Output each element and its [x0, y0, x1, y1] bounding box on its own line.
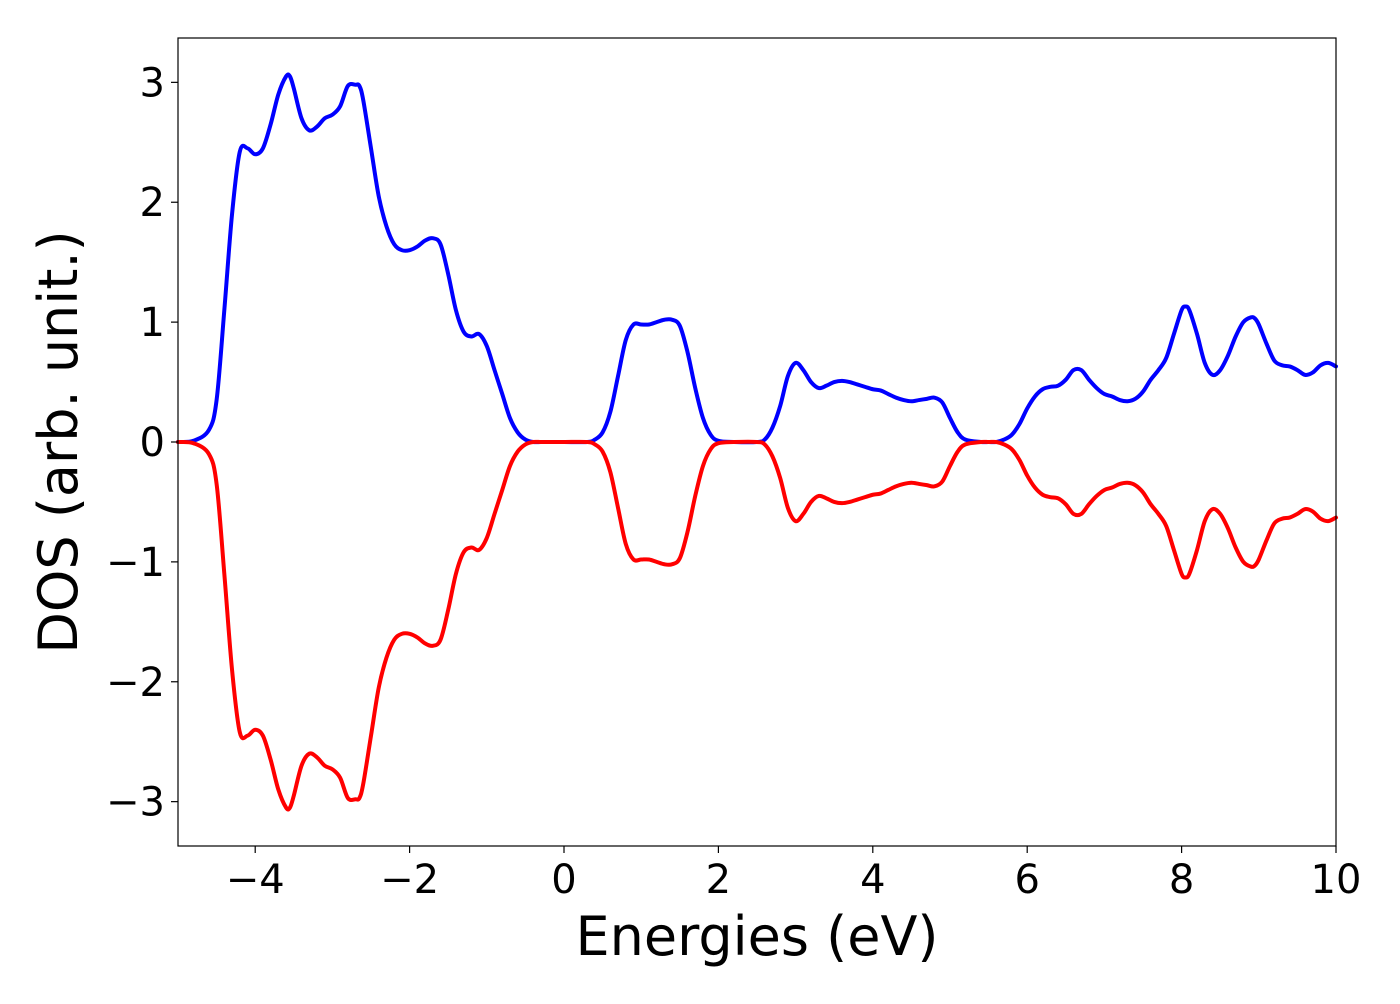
x-tick-label: 8 [1169, 857, 1194, 903]
y-tick-label: 0 [140, 420, 165, 466]
x-tick-label: 4 [860, 857, 885, 903]
y-tick-label: −3 [106, 780, 165, 826]
series-line-0 [176, 72, 1338, 445]
x-axis-title: Energies (eV) [576, 905, 939, 968]
series-line-1 [176, 439, 1338, 812]
x-tick-label: 0 [551, 857, 576, 903]
x-tick-label: 2 [706, 857, 731, 903]
y-axis-title: DOS (arb. unit.) [27, 230, 90, 653]
x-tick-label: −2 [380, 857, 439, 903]
y-tick-label: −2 [106, 660, 165, 706]
y-tick-label: 3 [140, 60, 165, 106]
y-tick-label: −1 [106, 540, 165, 586]
series-layer [176, 72, 1338, 812]
x-tick-label: 10 [1311, 857, 1362, 903]
y-tick-label: 1 [140, 300, 165, 346]
x-tick-label: 6 [1014, 857, 1039, 903]
x-tick-label: −4 [226, 857, 285, 903]
y-tick-label: 2 [140, 180, 165, 226]
